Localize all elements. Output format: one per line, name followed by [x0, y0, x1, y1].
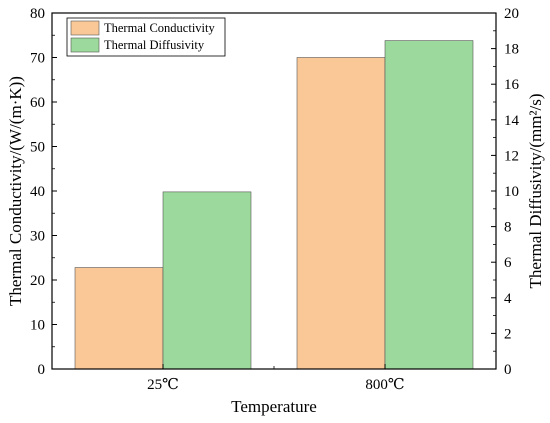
left-axis: 0 10 20 30 40 50 60 70 80: [30, 6, 57, 378]
left-tick-label: 20: [30, 273, 45, 289]
right-tick-label: 2: [504, 326, 512, 342]
left-tick-label: 10: [30, 318, 45, 334]
bar-diffusivity-0: [162, 191, 252, 370]
legend-label-conductivity: Thermal Conductivity: [104, 21, 215, 35]
right-tick-label: 16: [504, 77, 520, 93]
right-tick-label: 8: [504, 220, 512, 236]
left-tick-label: 60: [30, 95, 45, 111]
x-tick-label: 800℃: [365, 377, 404, 393]
bar-diffusivity-1: [384, 40, 474, 370]
legend-label-diffusivity: Thermal Diffusivity: [104, 38, 205, 52]
right-tick-label: 0: [504, 362, 512, 378]
left-tick-label: 50: [30, 140, 45, 156]
left-tick-label: 70: [30, 51, 45, 67]
legend-swatch-diffusivity: [70, 37, 100, 53]
x-axis: 25℃ 800℃: [147, 364, 405, 393]
x-axis-title: Temperature: [231, 397, 317, 416]
right-tick-label: 18: [504, 42, 519, 58]
right-tick-label: 12: [504, 148, 519, 164]
x-tick-label: 25℃: [147, 377, 179, 393]
right-tick-label: 14: [504, 113, 520, 129]
left-tick-label: 80: [30, 6, 45, 22]
right-axis: 0 2 4 6 8 10 12 14 16 18 20: [491, 6, 520, 378]
legend: Thermal Conductivity Thermal Diffusivity: [66, 17, 226, 57]
right-tick-label: 10: [504, 184, 519, 200]
right-tick-label: 6: [504, 255, 512, 271]
bars-layer: [74, 40, 474, 370]
left-tick-label: 40: [30, 184, 45, 200]
bar-conductivity-1: [296, 57, 386, 370]
y2-axis-title: Thermal Diffusivity/(mm²/s): [526, 93, 545, 288]
legend-swatch-conductivity: [70, 20, 100, 36]
bar-conductivity-0: [74, 267, 164, 370]
left-tick-label: 0: [38, 362, 46, 378]
y-axis-title: Thermal Conductivity/(W/(m·K)): [6, 76, 25, 306]
left-tick-label: 30: [30, 229, 45, 245]
right-tick-label: 20: [504, 6, 519, 22]
right-tick-label: 4: [504, 291, 512, 307]
